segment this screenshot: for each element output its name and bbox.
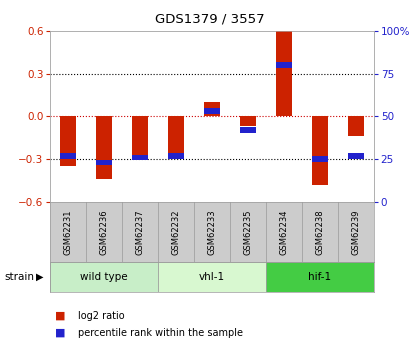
Text: strain: strain [4, 272, 34, 282]
Text: GSM62237: GSM62237 [136, 209, 145, 255]
Text: GSM62238: GSM62238 [315, 209, 324, 255]
Bar [132, 155, 148, 160]
Bar [204, 108, 220, 114]
Bar [204, 102, 220, 117]
Text: percentile rank within the sample: percentile rank within the sample [78, 328, 243, 338]
Bar [168, 153, 184, 159]
Bar [348, 117, 364, 136]
Bar [96, 160, 113, 165]
Bar [168, 117, 184, 159]
Bar [240, 117, 256, 126]
Text: wild type: wild type [81, 272, 128, 282]
Text: GSM62239: GSM62239 [352, 209, 360, 255]
Bar [276, 62, 292, 68]
Bar [132, 117, 148, 159]
Text: ▶: ▶ [36, 272, 44, 282]
Bar [240, 127, 256, 133]
Text: GSM62233: GSM62233 [207, 209, 217, 255]
Text: GDS1379 / 3557: GDS1379 / 3557 [155, 12, 265, 25]
Bar [312, 156, 328, 162]
Text: GSM62236: GSM62236 [100, 209, 109, 255]
Text: GSM62231: GSM62231 [64, 209, 73, 255]
Bar [276, 31, 292, 117]
Text: GSM62232: GSM62232 [172, 209, 181, 255]
Bar [60, 117, 76, 166]
Bar [266, 262, 374, 292]
Text: hif-1: hif-1 [308, 272, 331, 282]
Text: vhl-1: vhl-1 [199, 272, 225, 282]
Text: ■: ■ [55, 311, 65, 321]
Text: GSM62234: GSM62234 [279, 209, 289, 255]
Bar [60, 153, 76, 159]
Bar [50, 262, 158, 292]
Bar [96, 117, 113, 179]
Bar [348, 153, 364, 159]
Text: GSM62235: GSM62235 [244, 209, 252, 255]
Text: log2 ratio: log2 ratio [78, 311, 124, 321]
Text: ■: ■ [55, 328, 65, 338]
Bar [312, 117, 328, 185]
Bar [158, 262, 266, 292]
